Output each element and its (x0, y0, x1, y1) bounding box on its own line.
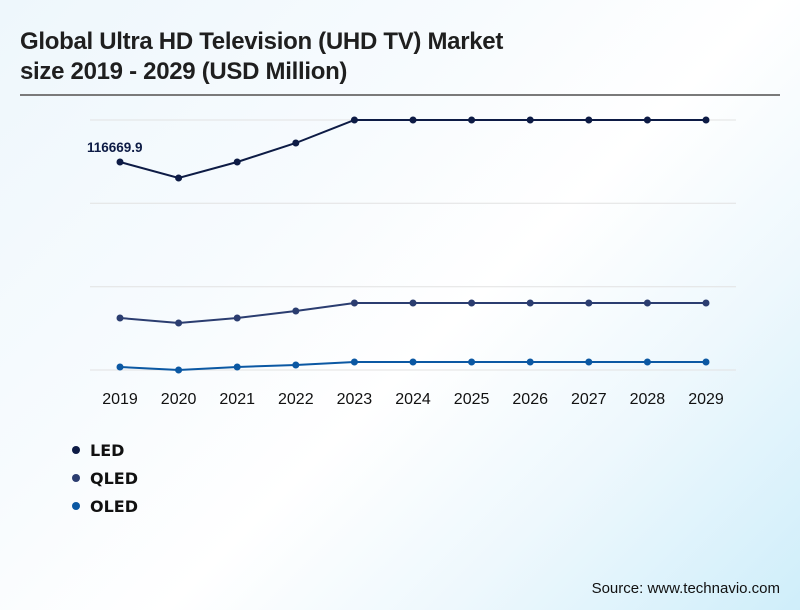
x-tick-label: 2025 (454, 391, 490, 408)
x-tick-label: 2028 (630, 391, 666, 408)
legend: LED QLED OLED (72, 436, 138, 520)
data-point-oled-2025[interactable] (468, 358, 476, 366)
data-point-qled-2027[interactable] (585, 299, 593, 307)
line-chart: 2019 2020 2021 2022 2023 2024 2025 2026 2027 2028… (87, 116, 736, 408)
x-tick-label: 2023 (337, 391, 373, 408)
data-point-led-2027[interactable] (585, 116, 593, 124)
data-point-led-2021[interactable] (233, 158, 241, 166)
data-point-qled-2024[interactable] (409, 299, 417, 307)
data-point-oled-2020[interactable] (175, 366, 183, 374)
title-divider (20, 94, 780, 96)
data-point-qled-2026[interactable] (526, 299, 534, 307)
chart-title: Global Ultra HD Television (UHD TV) Mark… (20, 27, 660, 87)
line-led (119, 118, 706, 180)
data-point-led-2023[interactable] (350, 116, 358, 124)
data-point-oled-2026[interactable] (526, 358, 534, 366)
x-axis-tick-labels: 2019 2020 2021 2022 2023 2024 2025 2026 2027 2028… (102, 391, 724, 408)
legend-marker-icon (72, 474, 80, 482)
data-point-oled-2027[interactable] (585, 358, 593, 366)
data-point-oled-2022[interactable] (292, 361, 300, 369)
data-point-led-2019[interactable] (116, 158, 124, 166)
chart-title-line-1: Global Ultra HD Television (UHD TV) Mark… (20, 28, 504, 55)
data-point-qled-2020[interactable] (175, 319, 183, 327)
legend-marker-icon (72, 446, 80, 454)
data-point-qled-2023[interactable] (350, 299, 358, 307)
data-point-led-2022[interactable] (292, 139, 300, 147)
data-point-led-2026[interactable] (526, 116, 534, 124)
x-tick-label: 2022 (278, 391, 314, 408)
data-point-oled-2023[interactable] (350, 358, 358, 366)
data-point-oled-2019[interactable] (116, 363, 124, 371)
data-point-led-2024[interactable] (409, 116, 417, 124)
data-point-led-2020[interactable] (175, 174, 183, 182)
data-point-oled-2028[interactable] (643, 358, 651, 366)
data-point-qled-2019[interactable] (116, 314, 124, 322)
data-point-led-2029[interactable] (702, 116, 710, 124)
legend-label: QLED (90, 468, 139, 488)
x-tick-label: 2024 (395, 391, 431, 408)
series-oled (116, 358, 710, 374)
data-point-qled-2025[interactable] (468, 299, 476, 307)
legend-label: OLED (90, 496, 139, 516)
data-point-qled-2022[interactable] (292, 307, 300, 315)
legend-item-led[interactable]: LED (72, 436, 138, 464)
gridlines (90, 119, 736, 371)
series-lines (116, 116, 710, 374)
data-point-oled-2024[interactable] (409, 358, 417, 366)
legend-item-qled[interactable]: QLED (72, 464, 138, 492)
x-tick-label: 2027 (571, 391, 607, 408)
x-tick-label: 2019 (102, 391, 138, 408)
data-point-oled-2029[interactable] (702, 358, 710, 366)
legend-item-oled[interactable]: OLED (72, 492, 138, 520)
x-tick-label: 2029 (688, 391, 724, 408)
data-label: 116669.9 (87, 140, 143, 155)
data-point-led-2025[interactable] (468, 116, 476, 124)
chart-title-line-2: size 2019 - 2029 (USD Million) (20, 58, 348, 85)
x-tick-label: 2021 (219, 391, 255, 408)
data-point-qled-2021[interactable] (233, 314, 241, 322)
data-point-led-2028[interactable] (643, 116, 651, 124)
series-led (116, 116, 710, 182)
source-note: Source: www.technavio.com (591, 580, 780, 597)
x-tick-label: 2020 (161, 391, 197, 408)
x-tick-label: 2026 (512, 391, 548, 408)
legend-label: LED (90, 440, 125, 460)
data-point-qled-2029[interactable] (702, 299, 710, 307)
data-annotations: 116669.9 (87, 140, 143, 155)
data-point-qled-2028[interactable] (643, 299, 651, 307)
data-point-oled-2021[interactable] (233, 363, 241, 371)
legend-marker-icon (72, 502, 80, 510)
series-qled (116, 299, 710, 327)
